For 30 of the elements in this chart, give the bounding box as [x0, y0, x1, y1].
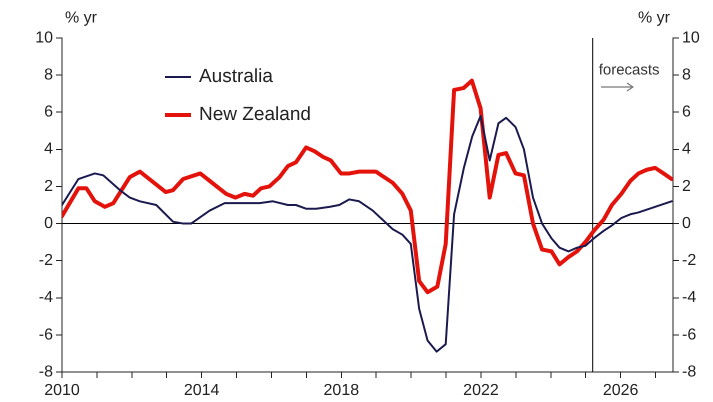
x-tick-label: 2010 — [44, 382, 80, 400]
y-axis-title: % yr — [65, 9, 98, 26]
y-tick-label: -2 — [38, 252, 54, 270]
y-tick-label: 2 — [44, 178, 54, 195]
y2-tick-label: -2 — [682, 252, 696, 270]
y2-tick-label: 10 — [682, 29, 700, 46]
y2-axis-title: % yr — [638, 9, 671, 26]
y-tick-label: -6 — [38, 326, 54, 344]
legend-label: New Zealand — [199, 104, 311, 126]
y-tick-label: 10 — [35, 29, 54, 46]
y2-tick-label: 8 — [682, 66, 691, 84]
y2-tick-label: -4 — [682, 289, 696, 306]
y2-tick-label: 6 — [682, 104, 691, 121]
ref-line-label: forecasts — [598, 62, 660, 79]
y2-tick-label: -6 — [682, 326, 696, 344]
x-tick-label: 2014 — [184, 382, 220, 400]
x-tick-label: 2022 — [463, 382, 499, 400]
y-tick-label: -8 — [38, 363, 54, 380]
legend-label: Australia — [199, 66, 273, 88]
y2-tick-label: 2 — [682, 178, 691, 195]
y-tick-label: 6 — [44, 104, 54, 121]
y-tick-label: 8 — [44, 66, 54, 84]
y-tick-label: -4 — [38, 289, 54, 306]
x-tick-label: 2026 — [602, 382, 639, 400]
y-tick-label: 4 — [44, 140, 54, 158]
y2-tick-label: 4 — [682, 140, 691, 158]
x-tick-label: 2018 — [324, 382, 360, 400]
y2-tick-label: 0 — [682, 214, 691, 232]
y2-tick-label: -8 — [682, 363, 696, 380]
y-tick-label: 0 — [44, 214, 54, 232]
